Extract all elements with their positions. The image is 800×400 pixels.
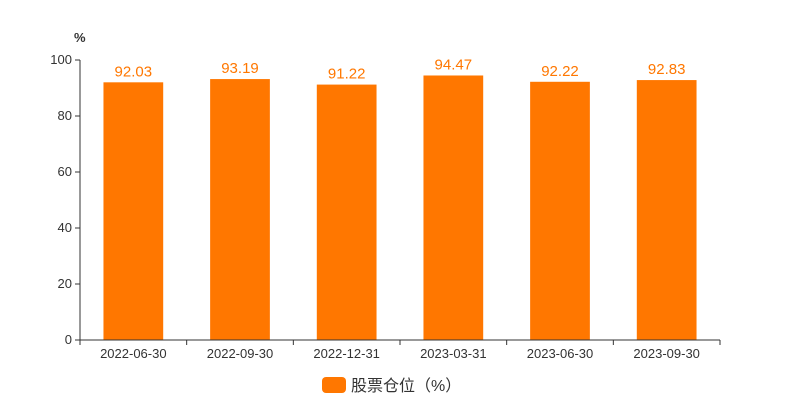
x-tick-label: 2022-09-30 <box>207 346 274 361</box>
y-tick-label: 0 <box>65 332 72 347</box>
y-tick-label: 40 <box>58 220 72 235</box>
bar-value-label: 92.03 <box>115 63 153 80</box>
y-tick-label: 60 <box>58 164 72 179</box>
y-tick-label: 80 <box>58 108 72 123</box>
x-tick-label: 2023-03-31 <box>420 346 487 361</box>
x-tick-label: 2023-06-30 <box>527 346 594 361</box>
x-tick-label: 2023-09-30 <box>633 346 700 361</box>
bar[interactable] <box>316 84 377 340</box>
y-tick-label: 20 <box>58 276 72 291</box>
legend-swatch <box>322 377 346 393</box>
x-tick-label: 2022-12-31 <box>313 346 380 361</box>
x-axis: 2022-06-30 2022-09-30 2022-12-31 2023-03-31… <box>79 339 721 361</box>
bar-value-label: 93.19 <box>221 60 259 77</box>
bar-value-label: 94.47 <box>435 56 473 73</box>
legend-label: 股票仓位（%） <box>351 377 461 395</box>
bar[interactable] <box>530 81 590 340</box>
bar[interactable] <box>636 80 697 341</box>
bar-value-label: 92.22 <box>541 63 579 80</box>
legend[interactable]: 股票仓位（%） <box>322 377 461 395</box>
bar-value-label: 92.83 <box>648 61 686 78</box>
x-tick-label: 2022-06-30 <box>100 346 167 361</box>
bar-value-label: 91.22 <box>328 66 366 83</box>
y-tick-label: 100 <box>50 52 72 67</box>
y-axis: 0 20 40 60 80 100 <box>50 52 81 347</box>
bar-series: 92.03 93.19 91.22 94.47 92.22 92.83 <box>103 56 697 341</box>
bar[interactable] <box>210 79 270 341</box>
y-axis-unit-label: % <box>74 30 86 45</box>
bar[interactable] <box>103 82 164 340</box>
bar[interactable] <box>423 75 484 340</box>
